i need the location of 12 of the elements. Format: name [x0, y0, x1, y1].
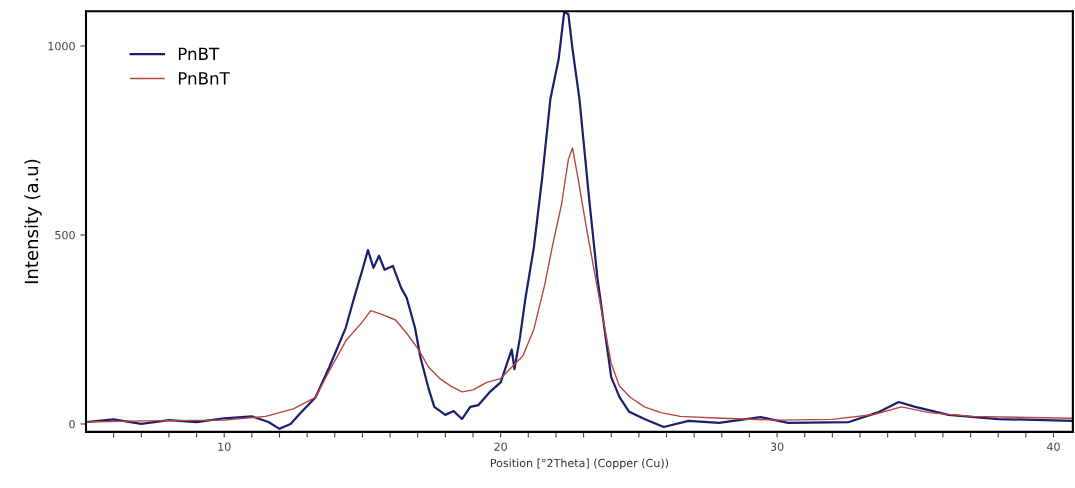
- x-axis-title: Position [°2Theta] (Copper (Cu)): [490, 458, 669, 470]
- y-tick-label: 500: [55, 230, 75, 240]
- y-axis-title: Intensity (a.u): [24, 159, 42, 284]
- legend-label: PnBnT: [178, 72, 230, 85]
- line-series: [86, 147, 1073, 423]
- y-tick-label: 1000: [48, 41, 75, 51]
- x-tick-label: 20: [494, 442, 507, 451]
- x-tick-label: 30: [770, 442, 784, 451]
- x-tick-label: 40: [1046, 442, 1060, 451]
- legend-label: PnBT: [178, 47, 220, 60]
- x-tick-label: 10: [218, 442, 231, 451]
- y-tick-label: 0: [69, 419, 75, 429]
